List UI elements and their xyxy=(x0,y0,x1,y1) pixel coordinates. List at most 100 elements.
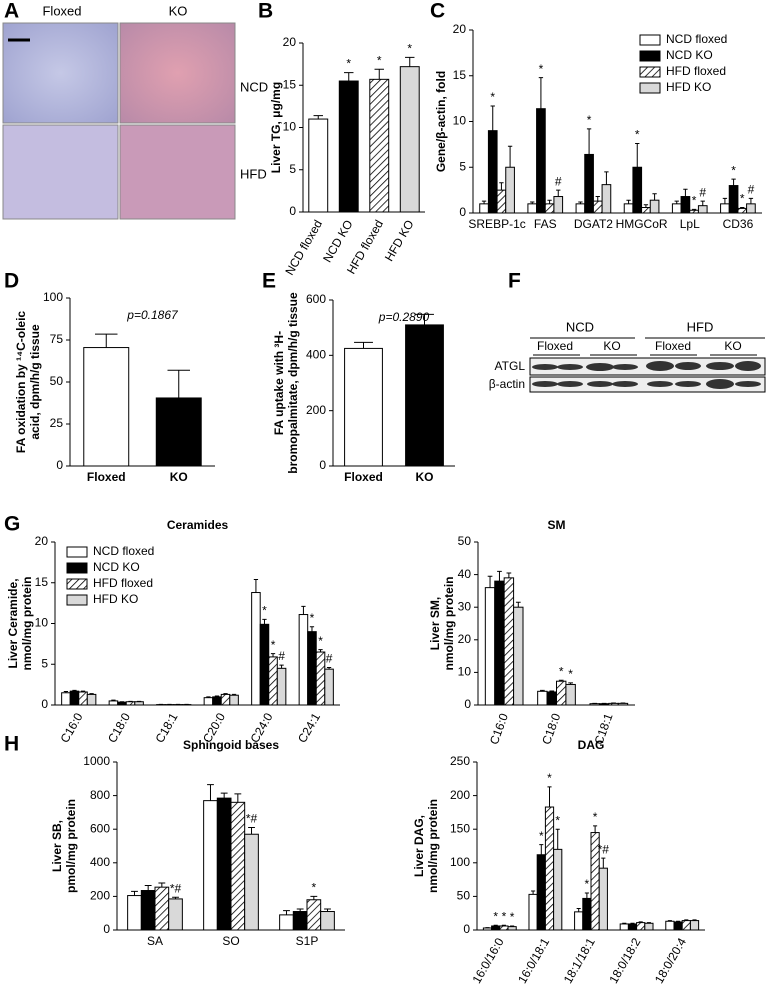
y-tick-label: 20 xyxy=(283,35,297,49)
error-bar xyxy=(324,908,331,912)
bar xyxy=(553,848,563,931)
error-bar xyxy=(578,201,583,204)
y-axis-label: Gene/β-actin, fold xyxy=(434,71,448,172)
bar xyxy=(306,899,322,931)
bar xyxy=(212,696,222,706)
error-bar xyxy=(652,193,657,201)
x-tick-label: C16:0 xyxy=(487,711,511,746)
bar xyxy=(584,153,594,214)
error-bar xyxy=(531,890,536,895)
error-bar xyxy=(667,920,672,922)
bar xyxy=(553,196,564,214)
y-tick-label: 100 xyxy=(450,855,470,869)
x-tick-label: DGAT2 xyxy=(574,217,613,231)
bar xyxy=(546,691,558,706)
error-bar xyxy=(576,907,581,912)
error-bar xyxy=(515,601,521,608)
legend-label: HFD floxed xyxy=(666,64,726,78)
significance-label: * xyxy=(502,909,507,923)
legend-label: NCD KO xyxy=(666,48,713,62)
error-bar xyxy=(593,825,598,833)
bar xyxy=(324,668,334,706)
band-label: ATGL xyxy=(495,359,526,373)
bar xyxy=(649,199,660,214)
y-tick-label: 100 xyxy=(43,290,63,304)
blot-subgroup: KO xyxy=(724,339,741,353)
bar xyxy=(405,324,444,467)
histology-image xyxy=(2,22,119,124)
error-bar xyxy=(405,56,415,67)
error-bar xyxy=(374,68,384,80)
error-bar xyxy=(538,77,544,109)
error-bar xyxy=(748,197,754,204)
error-bar xyxy=(540,689,545,692)
error-bar xyxy=(684,919,689,921)
bar xyxy=(399,66,420,213)
row-label: HFD xyxy=(240,166,267,181)
bar xyxy=(507,926,517,931)
error-bar xyxy=(279,664,284,669)
y-tick-label: 10 xyxy=(35,616,49,630)
panel-label: G xyxy=(4,513,20,536)
panel-label: E xyxy=(262,270,276,293)
x-tick-label: 16:0/16:0 xyxy=(469,935,506,986)
y-tick-label: 150 xyxy=(450,821,470,835)
error-bar xyxy=(558,679,564,682)
bar xyxy=(680,196,691,214)
bar xyxy=(527,203,538,214)
error-bar xyxy=(207,784,214,801)
error-bar xyxy=(507,145,513,168)
error-bar xyxy=(253,578,259,593)
error-bar xyxy=(172,896,179,899)
x-tick-label: 18:0/20:4 xyxy=(652,935,689,986)
significance-label: * xyxy=(318,634,323,648)
y-axis-label: bromopalmitate, dpm/h/g tissue xyxy=(286,292,300,474)
y-tick-label: 25 xyxy=(50,416,64,430)
bar xyxy=(229,694,239,706)
y-tick-label: 40 xyxy=(458,567,472,581)
significance-label: * xyxy=(587,113,592,127)
legend-label: NCD KO xyxy=(93,560,140,574)
legend-swatch xyxy=(639,66,661,78)
error-bar xyxy=(547,199,552,204)
error-bar xyxy=(313,115,323,120)
y-axis-label: nmol/mg protein xyxy=(442,577,456,671)
bar xyxy=(505,166,515,214)
column-label: Floxed xyxy=(42,3,81,18)
y-tick-label: 20 xyxy=(453,22,467,36)
significance-label: * xyxy=(493,909,498,923)
bar xyxy=(598,867,608,931)
significance-label: *# xyxy=(246,812,258,826)
significance-label: * xyxy=(559,664,564,678)
chart-title: Ceramides xyxy=(167,518,229,532)
error-bar xyxy=(510,925,515,927)
column-label: KO xyxy=(169,3,188,18)
x-tick-label: C18:0 xyxy=(105,710,133,745)
error-bar xyxy=(556,189,561,197)
bar xyxy=(632,166,643,214)
significance-label: # xyxy=(699,185,706,199)
bar xyxy=(292,911,308,931)
error-bar xyxy=(638,921,643,923)
bar xyxy=(617,702,629,706)
x-tick-label: S1P xyxy=(296,934,319,948)
y-axis-label: Liver SB, xyxy=(50,820,64,872)
error-bar xyxy=(490,105,495,131)
legend-swatch xyxy=(639,82,661,94)
error-bar xyxy=(539,844,544,855)
bar xyxy=(644,922,654,931)
chart-title: SM xyxy=(548,518,566,532)
error-bar xyxy=(131,890,138,896)
y-tick-label: 15 xyxy=(453,68,467,82)
bar xyxy=(528,893,538,931)
error-bar xyxy=(111,699,116,701)
bar xyxy=(203,697,214,706)
bar xyxy=(673,921,683,931)
bar xyxy=(86,693,97,706)
error-bar xyxy=(700,200,705,206)
error-bar xyxy=(144,884,152,891)
error-bar xyxy=(506,572,512,578)
bar xyxy=(575,203,586,214)
bar xyxy=(484,587,496,706)
